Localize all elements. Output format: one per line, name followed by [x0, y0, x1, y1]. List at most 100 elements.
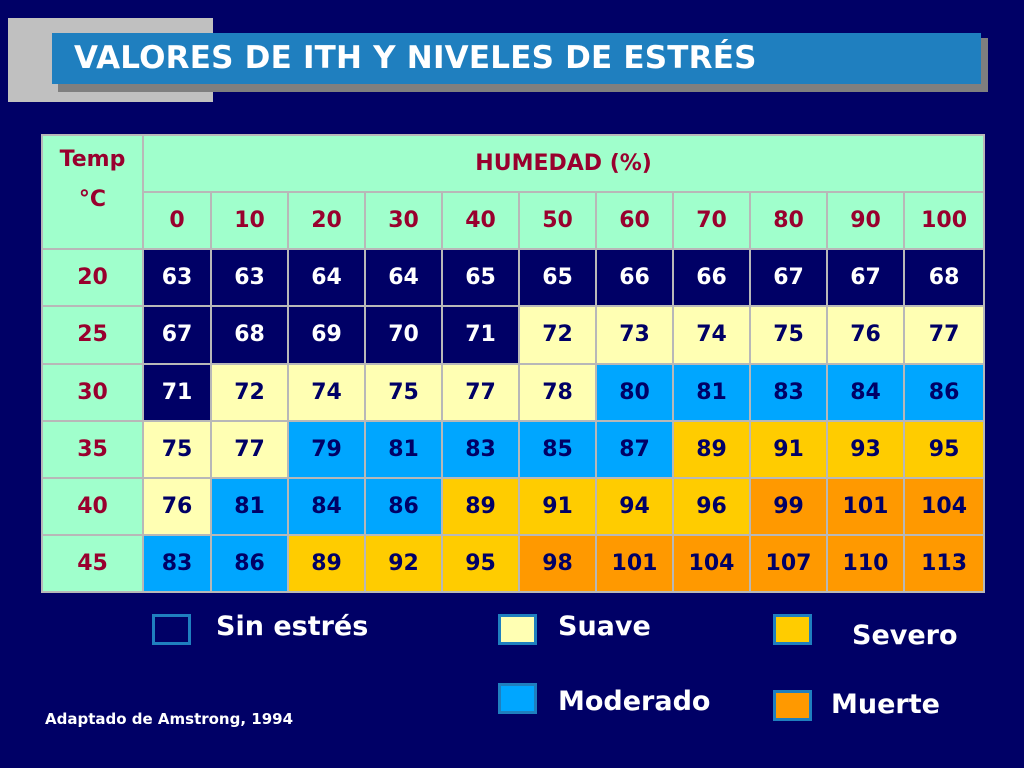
- ith-value-cell: 83: [749, 362, 828, 422]
- ith-value-cell: 84: [826, 362, 905, 422]
- legend-muerte: [773, 690, 812, 721]
- ith-value-cell: 96: [672, 476, 751, 536]
- ith-value-cell: 71: [441, 305, 520, 365]
- ith-value-cell: 71: [142, 362, 212, 422]
- ith-value-cell: 77: [210, 419, 289, 479]
- legend-label-muerte: Muerte: [831, 689, 940, 720]
- temp-header-unit: °C: [78, 187, 107, 212]
- ith-value-cell: 110: [826, 533, 905, 594]
- ith-value-cell: 67: [142, 305, 212, 365]
- ith-value-cell: 93: [826, 419, 905, 479]
- ith-value-cell: 67: [749, 248, 828, 308]
- ith-value-cell: 70: [364, 305, 443, 365]
- ith-value-cell: 81: [364, 419, 443, 479]
- ith-value-cell: 81: [210, 476, 289, 536]
- legend-swatch-sin-estres: [152, 614, 191, 645]
- ith-value-cell: 75: [142, 419, 212, 479]
- legend-moderado: [498, 683, 537, 714]
- ith-value-cell: 64: [364, 248, 443, 308]
- ith-value-cell: 68: [902, 248, 986, 308]
- ith-value-cell: 101: [826, 476, 905, 536]
- ith-value-cell: 104: [902, 476, 986, 536]
- ith-value-cell: 66: [672, 248, 751, 308]
- ith-value-cell: 113: [902, 533, 986, 594]
- ith-value-cell: 101: [595, 533, 674, 594]
- ith-value-cell: 87: [595, 419, 674, 479]
- humidity-column-header: 50: [518, 191, 597, 251]
- temperature-row-label: 35: [41, 419, 144, 479]
- page-title: VALORES DE ITH Y NIVELES DE ESTRÉS: [52, 33, 981, 84]
- humidity-column-header: 80: [749, 191, 828, 251]
- humidity-column-header: 20: [287, 191, 366, 251]
- legend-suave: [498, 614, 537, 645]
- ith-value-cell: 91: [518, 476, 597, 536]
- ith-value-cell: 65: [441, 248, 520, 308]
- ith-value-cell: 86: [210, 533, 289, 594]
- legend-label-moderado: Moderado: [558, 686, 711, 717]
- ith-value-cell: 69: [287, 305, 366, 365]
- legend-label-suave: Suave: [558, 611, 651, 642]
- humidity-column-header: 0: [142, 191, 212, 251]
- legend-sin-estres: [152, 614, 191, 645]
- ith-value-cell: 75: [749, 305, 828, 365]
- temperature-row-label: 40: [41, 476, 144, 536]
- ith-value-cell: 66: [595, 248, 674, 308]
- ith-value-cell: 94: [595, 476, 674, 536]
- ith-value-cell: 72: [210, 362, 289, 422]
- ith-value-cell: 64: [287, 248, 366, 308]
- table-row: 35 75 77 79 81 83 85 87 89 91 93 95: [41, 419, 986, 479]
- legend-swatch-muerte: [773, 690, 812, 721]
- temperature-row-label: 20: [41, 248, 144, 308]
- temp-header-cell: Temp °C: [41, 133, 144, 251]
- ith-value-cell: 72: [518, 305, 597, 365]
- legend-swatch-severo: [773, 614, 812, 645]
- legend-label-sin-estres: Sin estrés: [216, 611, 369, 642]
- ith-value-cell: 74: [672, 305, 751, 365]
- table-row: 20 63 63 64 64 65 65 66 66 67 67 68: [41, 248, 986, 308]
- ith-value-cell: 91: [749, 419, 828, 479]
- ith-value-cell: 83: [441, 419, 520, 479]
- ith-value-cell: 86: [364, 476, 443, 536]
- ith-table: Temp °C HUMEDAD (%) 0 10 20 30 40 50 60 70 80 90 1…: [41, 133, 986, 594]
- temperature-row-label: 25: [41, 305, 144, 365]
- ith-value-cell: 73: [595, 305, 674, 365]
- ith-value-cell: 92: [364, 533, 443, 594]
- ith-value-cell: 76: [826, 305, 905, 365]
- ith-value-cell: 84: [287, 476, 366, 536]
- ith-value-cell: 98: [518, 533, 597, 594]
- ith-value-cell: 89: [672, 419, 751, 479]
- ith-value-cell: 67: [826, 248, 905, 308]
- ith-value-cell: 104: [672, 533, 751, 594]
- ith-value-cell: 107: [749, 533, 828, 594]
- ith-value-cell: 75: [364, 362, 443, 422]
- ith-value-cell: 99: [749, 476, 828, 536]
- ith-value-cell: 78: [518, 362, 597, 422]
- table-row: 30 71 72 74 75 77 78 80 81 83 84 86: [41, 362, 986, 422]
- ith-value-cell: 83: [142, 533, 212, 594]
- ith-value-cell: 77: [441, 362, 520, 422]
- ith-value-cell: 63: [210, 248, 289, 308]
- ith-value-cell: 81: [672, 362, 751, 422]
- ith-value-cell: 63: [142, 248, 212, 308]
- ith-value-cell: 80: [595, 362, 674, 422]
- ith-value-cell: 89: [287, 533, 366, 594]
- ith-value-cell: 76: [142, 476, 212, 536]
- ith-value-cell: 65: [518, 248, 597, 308]
- temp-header-label: Temp: [59, 147, 126, 172]
- ith-value-cell: 68: [210, 305, 289, 365]
- legend-label-severo: Severo: [852, 620, 958, 651]
- humidity-column-header: 30: [364, 191, 443, 251]
- table-row: 40 76 81 84 86 89 91 94 96 99 101 104: [41, 476, 986, 536]
- humidity-header: HUMEDAD (%): [141, 133, 986, 194]
- ith-value-cell: 74: [287, 362, 366, 422]
- table-row: 25 67 68 69 70 71 72 73 74 75 76 77: [41, 305, 986, 365]
- humidity-column-header: 60: [595, 191, 674, 251]
- legend-swatch-suave: [498, 614, 537, 645]
- ith-value-cell: 89: [441, 476, 520, 536]
- humidity-column-header: 100: [902, 191, 986, 251]
- legend-severo: [773, 614, 812, 645]
- temperature-row-label: 30: [41, 362, 144, 422]
- ith-value-cell: 95: [902, 419, 986, 479]
- ith-value-cell: 79: [287, 419, 366, 479]
- humidity-column-header: 90: [826, 191, 905, 251]
